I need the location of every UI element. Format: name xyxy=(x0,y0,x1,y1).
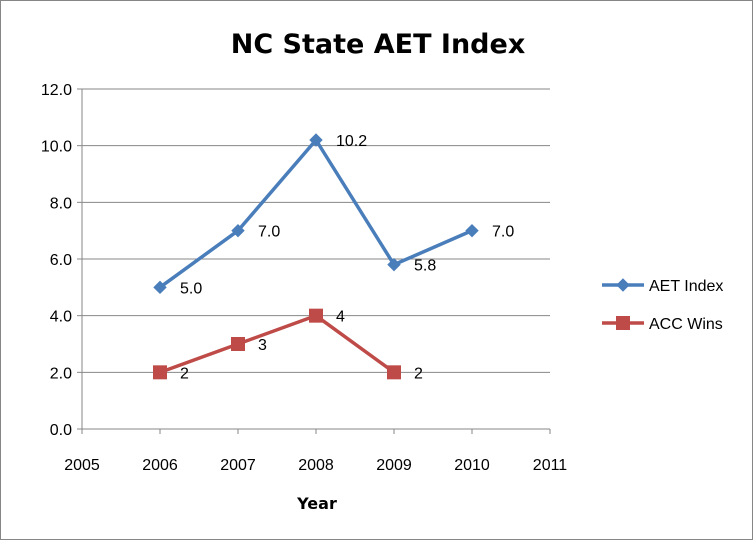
data-point-acc-wins xyxy=(231,337,245,351)
legend-marker-aet-index xyxy=(616,278,630,292)
data-label-acc-wins: 2 xyxy=(180,365,189,382)
legend-label-aet-index: AET Index xyxy=(649,278,723,295)
legend-label-acc-wins: ACC Wins xyxy=(649,316,723,333)
y-tick-label: 8.0 xyxy=(50,195,72,212)
data-label-acc-wins: 4 xyxy=(336,309,345,326)
data-label-aet-index: 5.0 xyxy=(180,280,202,297)
x-axis-ticks: 2005 2006 2007 2008 2009 2010 2011 xyxy=(64,429,567,474)
data-label-aet-index: 7.0 xyxy=(492,224,514,241)
x-tick-label: 2011 xyxy=(533,457,568,474)
y-axis-ticks: 0.0 2.0 4.0 6.0 8.0 10.0 12.0 xyxy=(41,82,82,439)
x-tick-label: 2005 xyxy=(64,457,100,474)
x-axis-title: Year xyxy=(296,494,337,513)
x-tick-label: 2008 xyxy=(298,457,334,474)
data-point-aet-index xyxy=(387,257,401,272)
data-label-aet-index: 7.0 xyxy=(258,224,280,241)
x-tick-label: 2006 xyxy=(142,457,178,474)
legend-item-acc-wins: ACC Wins xyxy=(602,316,723,333)
data-point-aet-index xyxy=(153,280,167,295)
series-aet-index: 5.0 7.0 10.2 5.8 7.0 xyxy=(153,133,514,297)
y-tick-label: 10.0 xyxy=(41,139,72,156)
data-label-aet-index: 10.2 xyxy=(336,133,367,150)
data-label-acc-wins: 3 xyxy=(258,337,267,354)
data-point-acc-wins xyxy=(387,365,401,380)
x-tick-label: 2007 xyxy=(220,457,256,474)
data-point-acc-wins xyxy=(153,365,167,380)
data-point-acc-wins xyxy=(309,308,323,323)
y-tick-label: 6.0 xyxy=(50,252,72,269)
data-point-aet-index xyxy=(465,223,479,238)
plot-series: 5.0 7.0 10.2 5.8 7.0 2 3 4 2 xyxy=(153,133,514,382)
series-line-acc-wins xyxy=(159,313,396,374)
legend: AET Index ACC Wins xyxy=(602,278,723,333)
y-tick-label: 4.0 xyxy=(50,309,72,326)
data-point-aet-index xyxy=(309,133,323,147)
y-tick-label: 2.0 xyxy=(50,365,72,382)
legend-marker-acc-wins xyxy=(616,316,630,330)
data-label-acc-wins: 2 xyxy=(414,365,423,382)
x-tick-label: 2009 xyxy=(376,457,412,474)
y-tick-label: 0.0 xyxy=(50,422,72,439)
legend-item-aet-index: AET Index xyxy=(602,278,723,295)
chart-title: NC State AET Index xyxy=(231,29,525,60)
gridlines xyxy=(82,88,550,373)
y-tick-label: 12.0 xyxy=(41,82,72,99)
data-label-aet-index: 5.8 xyxy=(414,258,436,275)
series-acc-wins: 2 3 4 2 xyxy=(153,308,423,382)
data-point-aet-index xyxy=(231,223,245,238)
x-tick-label: 2010 xyxy=(454,457,490,474)
